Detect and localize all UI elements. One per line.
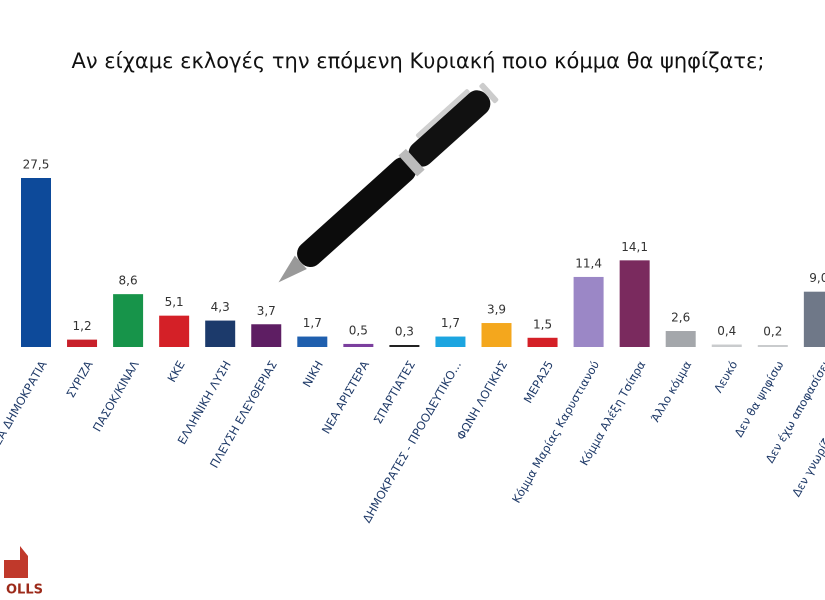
value-label: 1,2 bbox=[73, 319, 92, 333]
bar bbox=[113, 294, 144, 347]
value-label: 5,1 bbox=[165, 295, 184, 309]
x-tick-label: ΦΩΝΗ ΛΟΓΙΚΗΣ bbox=[454, 358, 511, 442]
x-tick-label: Λευκό bbox=[711, 358, 740, 395]
value-label: 9,0 bbox=[809, 271, 825, 285]
bar bbox=[803, 291, 825, 347]
x-tick-label: ΜΕΡΑ25 bbox=[521, 358, 556, 405]
x-tick-label: ΝΙΚΗ bbox=[300, 358, 326, 389]
value-label: 2,6 bbox=[671, 311, 690, 325]
pen-illustration bbox=[278, 82, 499, 283]
value-label: 1,7 bbox=[303, 316, 322, 330]
x-tick-label: ΣΥΡΙΖΑ bbox=[63, 358, 95, 400]
bar bbox=[435, 336, 466, 347]
bar bbox=[389, 345, 420, 347]
bar bbox=[159, 315, 190, 347]
value-label: 3,7 bbox=[257, 304, 276, 318]
value-label: 11,4 bbox=[575, 256, 602, 270]
value-label: 1,5 bbox=[533, 317, 552, 331]
x-tick-label: ΠΑΣΟΚ/ΚΙΝΑΛ bbox=[90, 358, 142, 434]
value-label: 4,3 bbox=[211, 300, 230, 314]
x-tick-label: Κόμμα Μαρίας Καρυστιανού bbox=[509, 358, 602, 505]
bar bbox=[619, 260, 650, 347]
bar bbox=[665, 331, 696, 347]
value-label: 8,6 bbox=[119, 274, 138, 288]
x-tick-label: ΔΗΜΟΚΡΑΤΕΣ - ΠΡΟΟΔΕΥΤΙΚΟ... bbox=[360, 358, 464, 525]
logo-icon bbox=[4, 546, 28, 578]
x-tick-label: Άλλο κόμμα bbox=[648, 358, 694, 425]
bar bbox=[757, 345, 788, 347]
value-label: 0,3 bbox=[395, 325, 414, 339]
bar bbox=[527, 337, 558, 347]
value-label: 1,7 bbox=[441, 316, 460, 330]
bar bbox=[67, 339, 98, 347]
bar bbox=[573, 276, 604, 347]
bar bbox=[481, 323, 512, 347]
logo-text: OLLS bbox=[6, 583, 43, 598]
x-tick-label: Δεν θα ψηφίσω bbox=[731, 358, 786, 439]
bar bbox=[205, 320, 236, 347]
x-tick-label: ΣΠΑΡΤΙΑΤΕΣ bbox=[371, 358, 418, 426]
value-label: 3,9 bbox=[487, 303, 506, 317]
x-tick-label: ΚΚΕ bbox=[164, 358, 187, 384]
value-label: 0,2 bbox=[763, 325, 782, 339]
chart-title: Αν είχαμε εκλογές την επόμενη Κυριακή πο… bbox=[72, 49, 765, 73]
value-label: 27,5 bbox=[23, 158, 50, 172]
bar bbox=[251, 324, 282, 347]
value-label: 0,5 bbox=[349, 323, 368, 337]
bar bbox=[297, 336, 328, 347]
x-tick-label: ΝΕΑ ΔΗΜΟΚΡΑΤΙΑ bbox=[0, 358, 50, 455]
bar bbox=[343, 343, 374, 347]
bar bbox=[21, 178, 51, 347]
bar bbox=[711, 344, 742, 347]
x-tick-label: ΝΕΑ ΑΡΙΣΤΕΡΑ bbox=[319, 358, 372, 436]
value-label: 0,4 bbox=[717, 324, 736, 338]
value-label: 14,1 bbox=[621, 240, 648, 254]
